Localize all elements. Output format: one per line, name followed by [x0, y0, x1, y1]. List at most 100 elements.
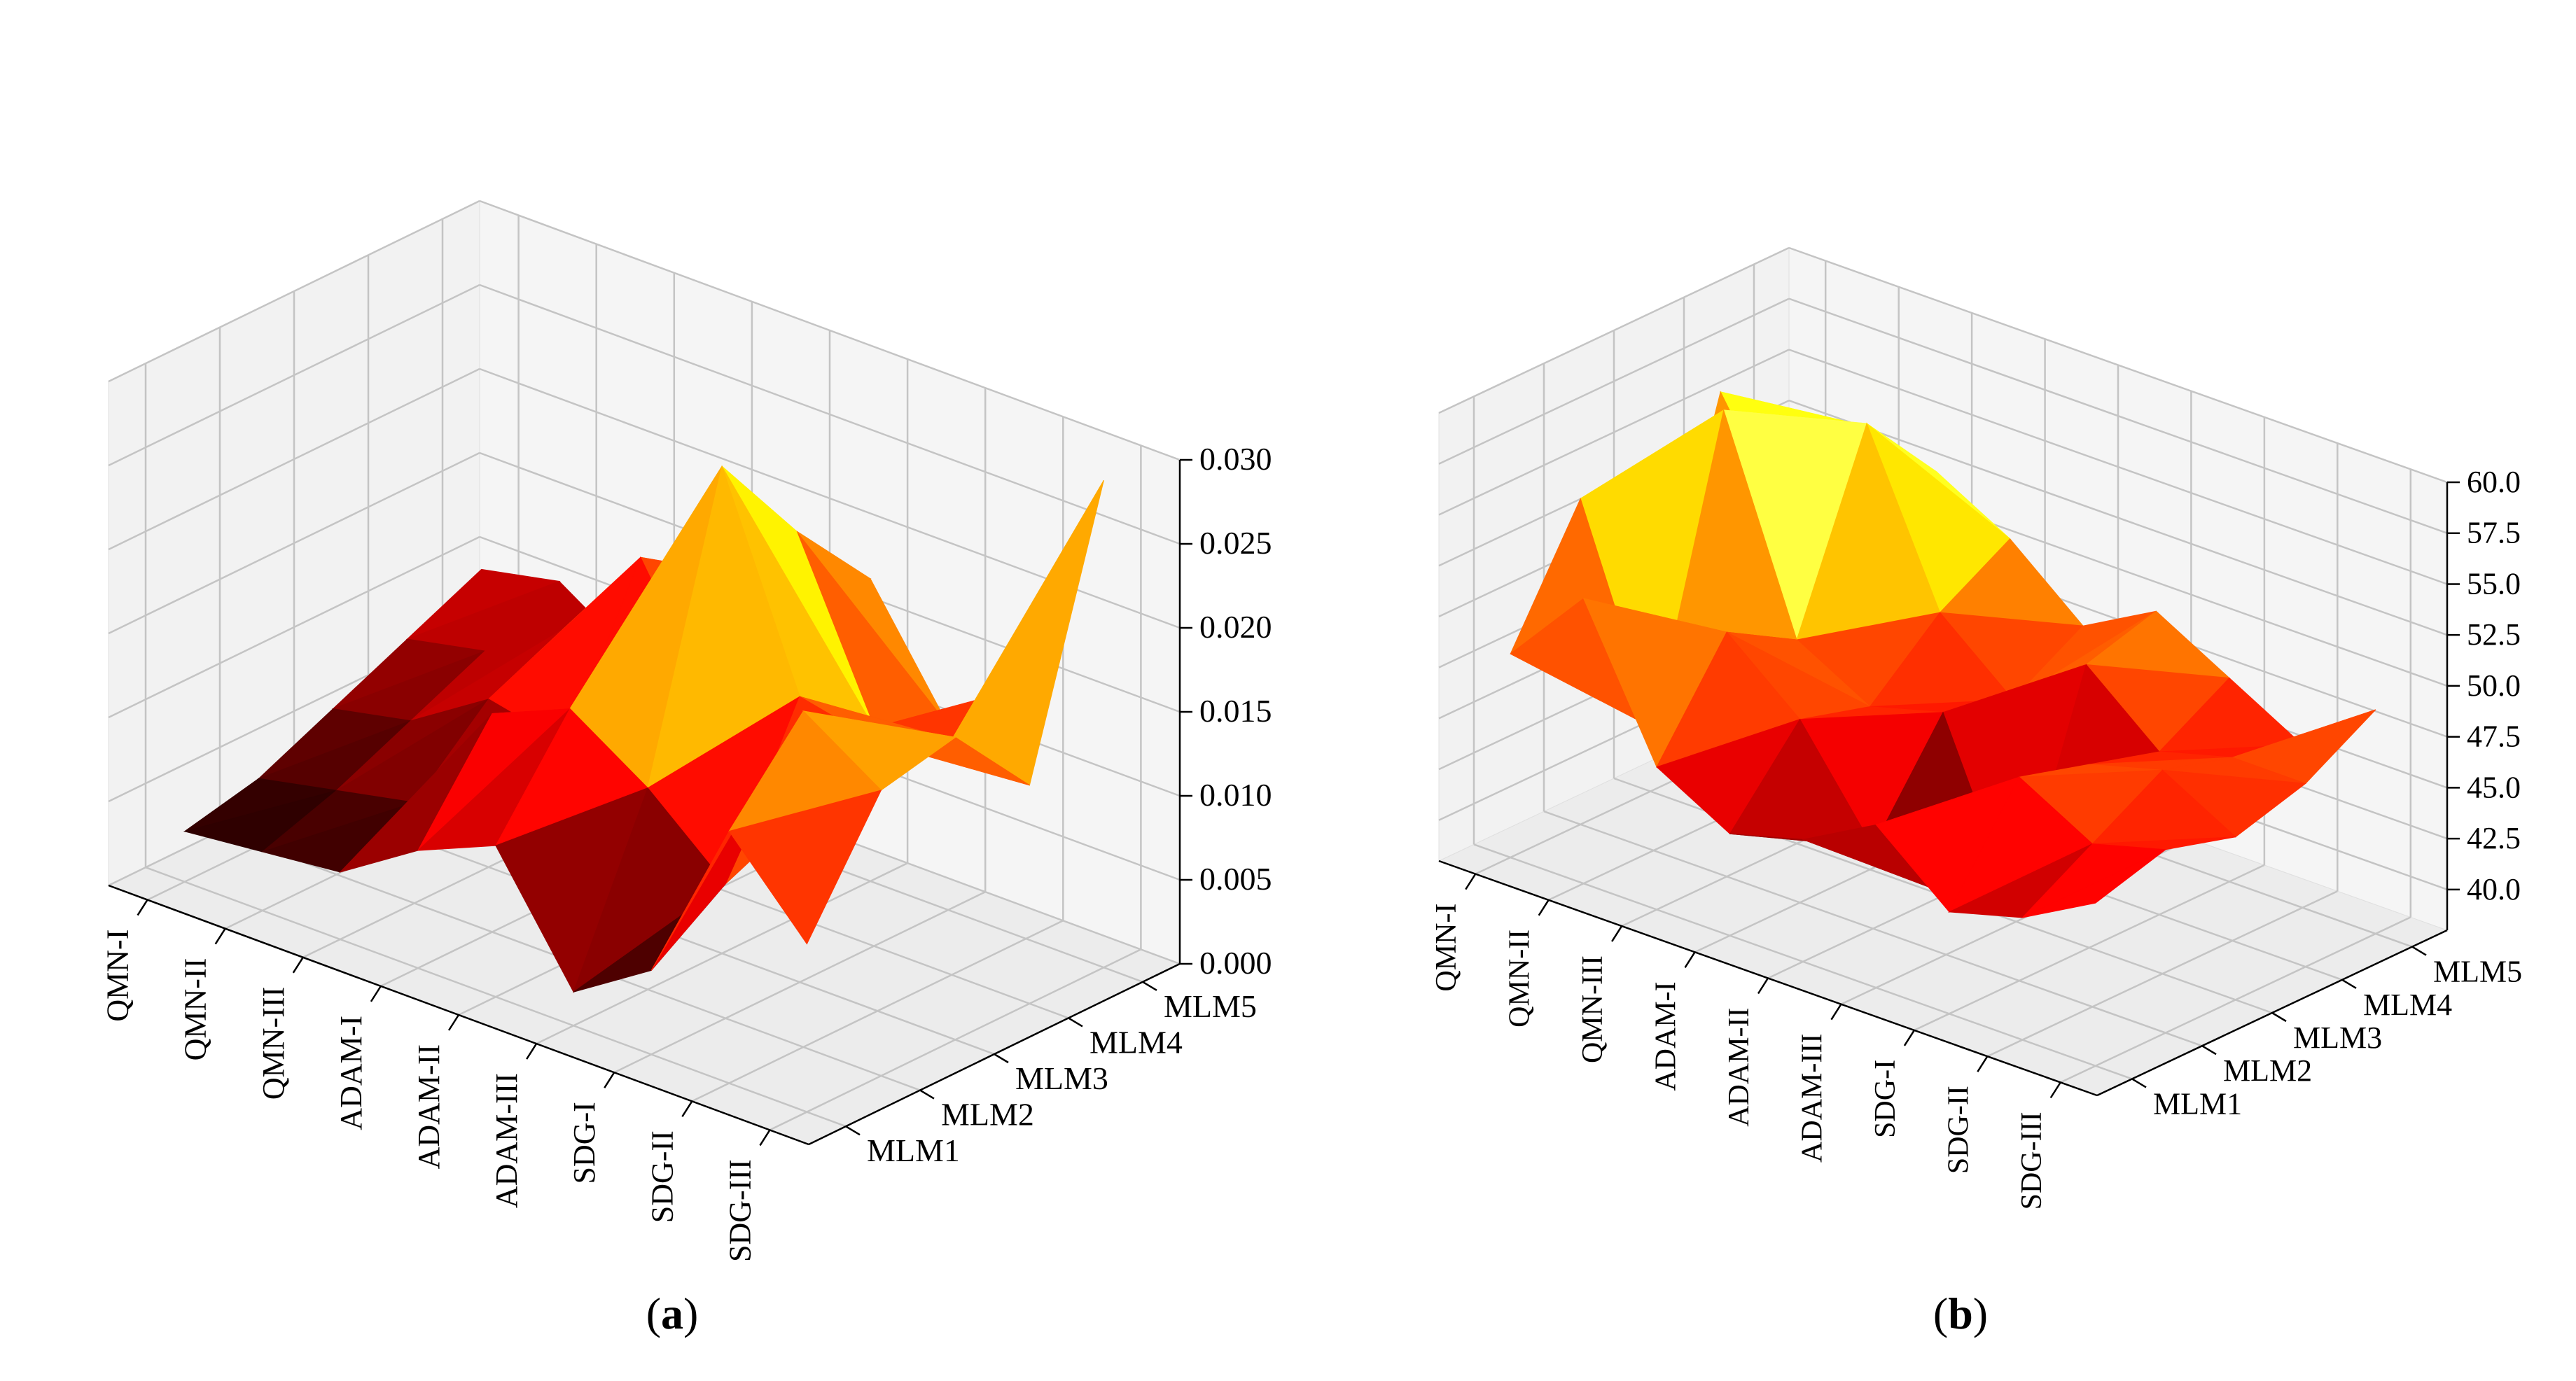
- y-tick-label: MLM2: [2223, 1053, 2312, 1088]
- x-tick-label: QMN-II: [1504, 930, 1536, 1028]
- y-tick-label: MLM5: [2433, 955, 2522, 989]
- x-tick-label: ADAM-II: [412, 1044, 446, 1169]
- y-tick: [1068, 1017, 1083, 1028]
- grid-line: [1788, 297, 2448, 534]
- x-tick-label: QMN-I: [101, 930, 135, 1022]
- z-axis: 40.0 42.5 45.0 47.5 50.0 52.5 55.0 57.5 60.0: [2446, 465, 2521, 930]
- surface-plot-b: 40.0 42.5 45.0 47.5 50.0 52.5 55.0 57.5 60.0 QMN-…: [1430, 246, 2522, 1210]
- surface-facet: [728, 790, 882, 945]
- x-tick-label: QMN-III: [1577, 955, 1609, 1063]
- z-tick-label: 0.005: [1199, 861, 1272, 897]
- x-tick: [1830, 1004, 1842, 1021]
- grid-line: [1788, 246, 2448, 484]
- x-tick: [526, 1043, 538, 1060]
- grid-line: [108, 451, 480, 635]
- caption-b: (b): [1933, 1289, 1989, 1338]
- x-tick-label: ADAM-II: [1723, 1008, 1755, 1127]
- y-tick: [2271, 1011, 2287, 1023]
- z-tick-label: 42.5: [2467, 821, 2521, 855]
- z-tick-label: 0.030: [1199, 441, 1272, 477]
- panel-b: 40.0 42.5 45.0 47.5 50.0 52.5 55.0 57.5 60.0 QMN-…: [1288, 0, 2576, 1381]
- y-tick-label: MLM1: [2153, 1086, 2242, 1121]
- caption-a: (a): [646, 1289, 699, 1338]
- x-tick: [1903, 1030, 1915, 1046]
- y-tick-label: MLM3: [2293, 1021, 2382, 1055]
- y-tick-label: MLM3: [1015, 1060, 1108, 1096]
- surface-facet: [2022, 849, 2166, 918]
- x-tick: [604, 1072, 615, 1088]
- grid-line: [145, 867, 847, 1128]
- grid-line: [479, 199, 1181, 461]
- surface: [1510, 391, 2376, 918]
- x-tick-label: QMN-I: [1430, 904, 1463, 992]
- grid-line: [479, 283, 1181, 545]
- y-tick: [2341, 979, 2357, 989]
- y-tick: [1142, 981, 1157, 991]
- x-tick: [1977, 1056, 1989, 1072]
- y-tick: [2201, 1045, 2217, 1056]
- panel-a: 0.000 0.005 0.010 0.015 0.020 0.025 0.030 QMN-I…: [101, 199, 1272, 1338]
- grid-line: [108, 283, 480, 467]
- z-tick-label: 47.5: [2467, 720, 2521, 754]
- x-tick-label: SDG-III: [2016, 1112, 2048, 1210]
- y-tick-label: MLM5: [1164, 988, 1257, 1024]
- y-tick-label: MLM4: [1089, 1024, 1183, 1060]
- x-tick: [1684, 951, 1696, 968]
- y-tick-label: MLM4: [2363, 988, 2452, 1022]
- x-tick: [2049, 1081, 2061, 1099]
- grid-line: [1473, 843, 2133, 1080]
- x-tick-label: ADAM-I: [1650, 981, 1683, 1091]
- x-tick: [137, 899, 148, 916]
- grid-line: [1438, 349, 1790, 516]
- x-tick-label: QMN-III: [256, 987, 291, 1100]
- x-tick: [1611, 925, 1623, 942]
- z-tick-label: 52.5: [2467, 617, 2521, 652]
- grid-line: [1543, 811, 2203, 1047]
- z-tick-label: 45.0: [2467, 770, 2521, 804]
- z-axis: 0.000 0.005 0.010 0.015 0.020 0.025 0.030: [1178, 441, 1272, 981]
- grid-line: [108, 367, 480, 551]
- grid-line: [1788, 349, 2448, 585]
- y-tick: [994, 1053, 1009, 1064]
- x-tick: [292, 957, 304, 974]
- y-tick: [919, 1089, 935, 1100]
- z-tick-label: 57.5: [2467, 516, 2521, 550]
- y-tick: [2131, 1078, 2147, 1088]
- y-tick-label: MLM2: [941, 1097, 1034, 1133]
- z-tick-label: 0.010: [1199, 777, 1272, 813]
- x-tick: [1538, 899, 1550, 916]
- surface: [183, 465, 1104, 993]
- x-tick-label: QMN-II: [179, 958, 213, 1061]
- x-tick-label: SDG-I: [1870, 1060, 1902, 1138]
- x-tick: [1757, 977, 1769, 995]
- x-tick: [447, 1014, 460, 1031]
- surface-plot-a: 0.000 0.005 0.010 0.015 0.020 0.025 0.030 QMN-I…: [101, 199, 1272, 1262]
- x-axis: QMN-I QMN-II QMN-III ADAM-I ADAM-II ADAM-III S…: [1430, 860, 2098, 1210]
- z-tick-label: 0.000: [1199, 945, 1272, 981]
- y-tick: [845, 1126, 861, 1136]
- grid-line: [108, 199, 480, 383]
- y-tick: [2411, 946, 2427, 956]
- x-tick: [1465, 873, 1477, 890]
- z-tick-label: 55.0: [2467, 566, 2521, 601]
- z-tick-label: 0.025: [1199, 525, 1272, 561]
- grid-line: [1438, 246, 1790, 414]
- x-axis: QMN-I QMN-II QMN-III ADAM-I ADAM-II ADAM-III S…: [101, 884, 809, 1262]
- x-tick-label: SDG-III: [723, 1159, 757, 1262]
- y-tick-label: MLM1: [867, 1133, 960, 1168]
- z-tick-label: 0.015: [1199, 693, 1272, 729]
- x-tick-label: SDG-I: [567, 1102, 601, 1184]
- x-tick: [759, 1129, 771, 1147]
- grid-line: [1438, 297, 1790, 465]
- x-tick-label: ADAM-I: [334, 1016, 368, 1130]
- z-tick-label: 60.0: [2467, 465, 2521, 499]
- z-tick-label: 40.0: [2467, 872, 2521, 906]
- x-tick: [681, 1100, 693, 1118]
- x-tick-label: SDG-II: [645, 1130, 679, 1223]
- z-tick-label: 0.020: [1199, 609, 1272, 645]
- x-tick-label: ADAM-III: [1796, 1034, 1828, 1163]
- grid-line: [1788, 400, 2448, 636]
